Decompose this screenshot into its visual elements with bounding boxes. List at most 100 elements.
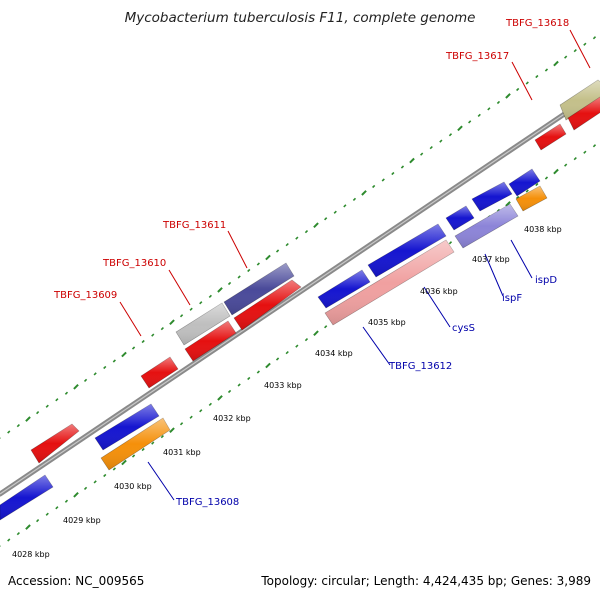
minor-tick <box>583 150 587 154</box>
scale-label-4034: 4034 kbp <box>315 349 353 358</box>
minor-tick <box>583 42 587 46</box>
major-tick <box>25 416 31 422</box>
minor-tick <box>103 365 107 370</box>
major-tick <box>73 491 79 498</box>
label-ispD: ispD <box>535 275 557 286</box>
minor-tick <box>468 120 472 124</box>
minor-tick <box>7 538 11 542</box>
leader-ispD <box>510 239 533 279</box>
label-TBFG_13608: TBFG_13608 <box>175 497 239 508</box>
minor-tick <box>16 424 20 428</box>
minor-tick <box>93 372 97 376</box>
minor-tick <box>477 113 481 117</box>
scale-label-4038: 4038 kbp <box>524 225 562 234</box>
minor-tick <box>592 36 597 40</box>
major-tick <box>505 93 511 99</box>
minor-tick <box>304 338 309 342</box>
minor-tick <box>333 210 337 214</box>
scale-label-4030: 4030 kbp <box>114 482 152 491</box>
leader-ispF <box>484 253 504 297</box>
minor-tick <box>93 480 97 484</box>
label-ispF: ispF <box>502 293 522 304</box>
minor-tick <box>55 398 59 402</box>
scale-label-4029: 4029 kbp <box>63 516 101 525</box>
minor-tick <box>151 333 155 337</box>
minor-tick <box>275 357 280 361</box>
major-tick <box>553 168 559 175</box>
major-tick <box>313 222 319 229</box>
minor-tick <box>429 146 433 150</box>
minor-tick <box>295 344 299 348</box>
scale-label-4035: 4035 kbp <box>368 318 406 327</box>
leader-TBFG_13618 <box>569 29 591 69</box>
leader-TBFG_13610 <box>168 269 191 306</box>
major-tick <box>313 330 319 337</box>
minor-tick <box>141 339 145 344</box>
minor-tick <box>83 486 88 490</box>
major-tick <box>217 287 223 293</box>
minor-tick <box>381 178 385 182</box>
minor-tick <box>36 411 40 415</box>
label-TBFG_13617: TBFG_13617 <box>445 51 509 62</box>
minor-tick <box>247 376 251 381</box>
scale-label-4028: 4028 kbp <box>12 550 50 559</box>
minor-tick <box>179 422 184 426</box>
minor-tick <box>285 243 289 247</box>
genome-summary-text: Topology: circular; Length: 4,424,435 bp… <box>260 574 591 588</box>
leader-lines <box>119 29 591 501</box>
minor-tick <box>7 430 11 434</box>
minor-tick <box>544 176 549 180</box>
minor-tick <box>64 499 69 503</box>
minor-tick <box>352 197 357 201</box>
minor-tick <box>112 359 116 363</box>
minor-tick <box>45 404 49 408</box>
major-tick <box>409 157 415 164</box>
leader-TBFG_13609 <box>119 301 142 337</box>
major-tick <box>265 254 271 261</box>
minor-tick <box>103 473 107 478</box>
minor-tick <box>400 165 405 169</box>
major-tick <box>73 383 79 390</box>
scale-label-4037: 4037 kbp <box>472 255 510 264</box>
scale-label-4032: 4032 kbp <box>213 414 251 423</box>
minor-tick <box>535 74 539 79</box>
minor-tick <box>208 402 212 406</box>
major-tick <box>265 362 271 369</box>
minor-tick <box>256 370 260 374</box>
minor-tick <box>324 325 328 329</box>
accession-text: Accession: NC_009565 <box>8 574 144 588</box>
minor-tick <box>525 81 529 85</box>
minor-tick <box>573 157 577 161</box>
major-tick <box>25 524 31 530</box>
minor-tick <box>564 163 568 167</box>
major-tick <box>121 351 127 358</box>
major-tick <box>169 427 175 434</box>
minor-tick <box>55 506 59 510</box>
minor-tick <box>160 327 164 331</box>
minor-tick <box>496 100 501 105</box>
minor-tick <box>304 230 309 234</box>
major-tick <box>217 395 223 401</box>
minor-tick <box>208 294 212 298</box>
leader-TBFG_13611 <box>227 230 248 269</box>
minor-tick <box>16 532 20 536</box>
minor-tick <box>324 217 328 221</box>
label-TBFG_13611: TBFG_13611 <box>162 220 226 231</box>
label-cysS: cysS <box>452 323 475 334</box>
leader-TBFG_13617 <box>511 61 533 101</box>
scale-label-4033: 4033 kbp <box>264 381 302 390</box>
scale-label-4036: 4036 kbp <box>420 287 458 296</box>
label-TBFG_13618: TBFG_13618 <box>505 18 569 29</box>
minor-tick <box>573 49 577 53</box>
minor-tick <box>131 346 136 350</box>
major-tick <box>553 60 559 67</box>
minor-tick <box>420 152 424 156</box>
scale-label-4031: 4031 kbp <box>163 448 201 457</box>
minor-tick <box>544 68 549 72</box>
minor-tick <box>189 415 193 419</box>
minor-tick <box>199 409 203 413</box>
minor-tick <box>564 55 568 59</box>
major-tick <box>457 125 463 132</box>
minor-tick <box>343 204 347 208</box>
